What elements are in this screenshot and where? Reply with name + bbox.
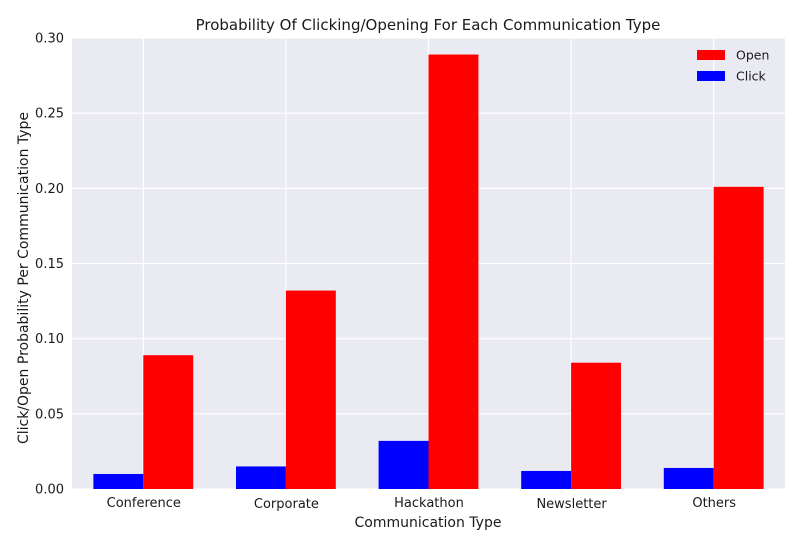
legend-label-click: Click <box>736 69 767 84</box>
bar-click-corporate <box>235 466 286 489</box>
y-tick-label: 0.00 <box>35 483 64 498</box>
bars <box>93 54 764 489</box>
y-tick-label: 0.20 <box>35 182 64 197</box>
x-tick-label: Hackathon <box>394 496 464 511</box>
legend: Open Click <box>697 48 769 84</box>
bar-click-hackathon <box>378 440 429 489</box>
y-tick-label: 0.30 <box>35 32 64 47</box>
y-axis-ticks: 0.00 0.05 0.10 0.15 0.20 0.25 0.30 <box>35 32 64 498</box>
bar-open-hackathon <box>428 54 479 489</box>
x-tick-label: Others <box>692 496 736 511</box>
x-tick-label: Corporate <box>254 497 319 512</box>
bar-open-newsletter <box>571 362 622 489</box>
bar-click-others <box>663 467 714 489</box>
legend-label-open: Open <box>736 48 769 63</box>
y-tick-label: 0.15 <box>35 257 64 272</box>
y-tick-label: 0.10 <box>35 332 64 347</box>
x-axis-ticks: Conference Corporate Hackathon Newsletter Ot… <box>107 496 737 512</box>
x-tick-label: Conference <box>107 496 181 511</box>
bar-click-conference <box>93 473 144 489</box>
bar-open-others <box>713 186 764 489</box>
x-axis-label: Communication Type <box>355 515 502 531</box>
y-tick-label: 0.25 <box>35 107 64 122</box>
legend-swatch-click <box>697 71 725 81</box>
y-tick-label: 0.05 <box>35 407 64 422</box>
chart-title: Probability Of Clicking/Opening For Each… <box>196 16 661 34</box>
bar-open-conference <box>143 355 194 489</box>
legend-swatch-open <box>697 50 725 60</box>
x-tick-label: Newsletter <box>536 497 607 512</box>
y-axis-label: Click/Open Probability Per Communication… <box>16 112 32 444</box>
bar-click-newsletter <box>521 470 572 489</box>
bar-open-corporate <box>285 290 336 489</box>
